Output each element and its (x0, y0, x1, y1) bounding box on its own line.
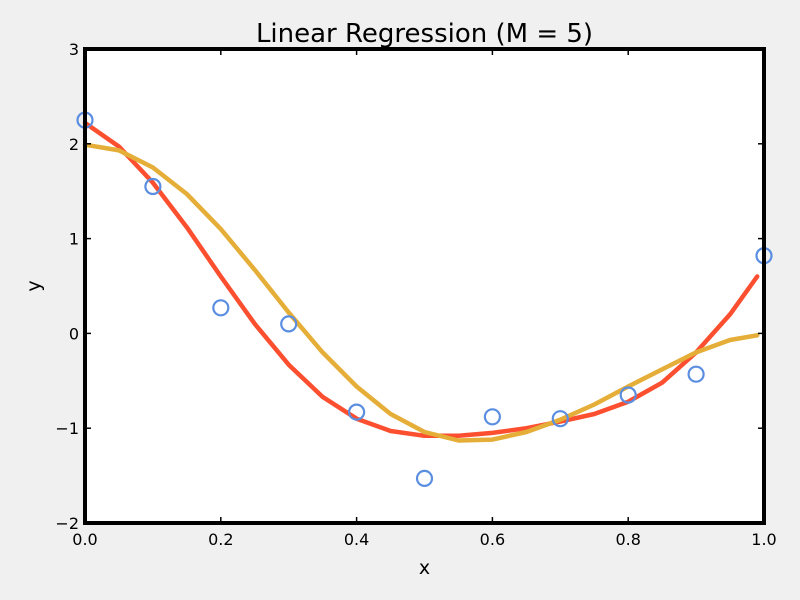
x-tick-label: 0.4 (344, 530, 369, 549)
y-tick-label: 3 (69, 40, 79, 59)
x-tick-label: 0.2 (208, 530, 233, 549)
x-tick-label: 0.0 (72, 530, 97, 549)
series-line-1 (82, 120, 760, 439)
y-tick-label: 1 (69, 230, 79, 249)
y-axis: −2 −1 0 1 2 3 (55, 40, 764, 533)
scatter-point (280, 315, 298, 333)
x-tick-label: 0.6 (480, 530, 505, 549)
series-lines (82, 120, 760, 443)
plot-frame (83, 47, 766, 525)
x-axis: 0.0 0.2 0.4 0.6 0.8 1.0 (72, 49, 777, 549)
plot-area (85, 49, 764, 523)
series-line-2 (82, 142, 760, 443)
scatter-point (348, 403, 366, 421)
x-tick-label: 0.8 (615, 530, 640, 549)
scatter-point (483, 408, 501, 426)
x-axis-label: x (419, 557, 430, 579)
scatter-point (551, 410, 569, 428)
scatter-point (415, 469, 434, 487)
scatter-point (687, 365, 705, 383)
y-tick-label: 0 (69, 324, 79, 343)
x-tick-label: 1.0 (751, 530, 776, 549)
scatter-point (144, 177, 162, 196)
scatter-point (212, 299, 230, 317)
chart-title: Linear Regression (M = 5) (256, 19, 593, 49)
y-tick-label: −1 (55, 419, 79, 438)
y-tick-label: 2 (69, 135, 79, 154)
y-tick-label: −2 (55, 514, 79, 533)
y-axis-label: y (23, 280, 45, 291)
scatter-point (619, 386, 637, 404)
